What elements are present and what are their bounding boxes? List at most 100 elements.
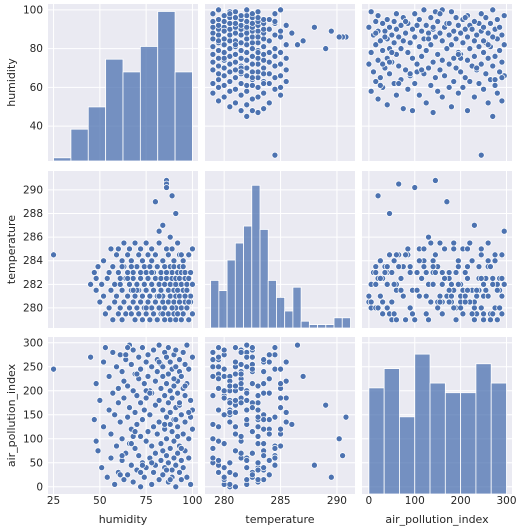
point-hum-temp-159: [243, 12, 251, 19]
point-temp-hum-183: [129, 286, 137, 294]
point-temp-hum-164: [185, 251, 193, 259]
point-hum-temp-70: [226, 52, 234, 60]
point-hum-api-17: [454, 89, 462, 97]
point-temp-api-172: [473, 286, 481, 294]
point-api-temp-9: [265, 358, 273, 366]
point-hum-temp-35: [271, 74, 279, 82]
point-hum-temp-110: [335, 33, 343, 41]
point-temp-api-107: [432, 177, 439, 184]
point-temp-hum-75: [146, 263, 154, 270]
point-hum-api-18: [367, 87, 375, 95]
point-hum-temp-57: [226, 60, 234, 68]
point-hum-api-82: [422, 47, 430, 54]
point-hum-api-149: [434, 18, 442, 25]
point-temp-api-0: [477, 251, 485, 259]
point-hum-api-175: [388, 49, 396, 56]
point-hum-api-16: [493, 89, 501, 97]
point-api-temp-82: [254, 423, 262, 431]
point-api-temp-143: [226, 469, 234, 476]
point-temp-hum-115: [165, 251, 172, 259]
point-temp-hum-87: [153, 316, 161, 324]
point-api-temp-115: [271, 344, 279, 351]
point-api-hum-10: [102, 344, 109, 351]
point-api-temp-113: [237, 399, 245, 407]
point-api-hum-15: [107, 430, 115, 438]
y-tick-temp-284: 284: [23, 255, 43, 267]
x-tick-api-100: 100: [405, 495, 425, 507]
point-hum-api-119: [484, 29, 492, 37]
point-hum-api-19: [434, 87, 442, 95]
point-hum-temp-146: [232, 20, 239, 27]
point-hum-api-36: [376, 74, 384, 82]
point-hum-temp-68: [237, 54, 245, 62]
point-api-hum-141: [174, 423, 181, 431]
point-temp-hum-189: [181, 292, 189, 300]
point-api-temp-79: [265, 389, 273, 397]
point-api-temp-136: [220, 346, 228, 354]
point-temp-api-79: [454, 257, 462, 265]
point-temp-hum-67: [142, 239, 150, 247]
point-hum-temp-169: [277, 6, 284, 14]
point-hum-temp-152: [265, 16, 273, 23]
point-api-hum-28: [118, 368, 126, 375]
point-hum-api-101: [399, 37, 407, 45]
point-temp-api-109: [489, 275, 497, 282]
point-hum-api-176: [484, 41, 492, 49]
point-temp-api-84: [397, 275, 405, 282]
x-axis-label-temp: temperature: [245, 513, 314, 526]
point-hum-api-99: [376, 37, 384, 45]
point-temp-hum-15: [107, 245, 115, 253]
point-temp-api-42: [482, 286, 490, 294]
point-hum-api-143: [379, 20, 386, 27]
point-temp-api-162: [411, 316, 419, 324]
point-hum-api-130: [461, 25, 469, 33]
point-hum-api-95: [459, 39, 467, 47]
point-temp-api-171: [406, 263, 414, 270]
point-hum-api-164: [393, 10, 400, 18]
point-temp-hum-6: [96, 298, 104, 306]
point-temp-api-165: [448, 292, 455, 300]
point-temp-api-93: [500, 227, 508, 235]
point-api-temp-99: [265, 471, 273, 479]
point-hum-temp-190: [226, 10, 234, 18]
point-temp-hum-74: [146, 292, 154, 300]
point-temp-hum-4: [92, 275, 100, 282]
point-api-hum-171: [127, 440, 135, 447]
point-temp-api-66: [409, 310, 416, 318]
point-temp-hum-158: [181, 269, 189, 276]
point-api-hum-101: [159, 447, 167, 455]
point-api-hum-4: [92, 380, 100, 387]
point-hum-temp-32: [226, 78, 234, 85]
point-temp-api-108: [395, 180, 403, 188]
point-api-temp-78: [277, 442, 284, 450]
point-hum-api-84: [397, 45, 405, 52]
point-api-hum-142: [176, 356, 183, 363]
point-hum-temp-179: [265, 25, 273, 33]
point-api-temp-124: [277, 394, 284, 402]
point-temp-api-86: [386, 251, 393, 259]
y-tick-api-250: 250: [23, 361, 43, 373]
point-hum-temp-58: [277, 60, 284, 68]
point-hum-temp-56: [254, 60, 262, 68]
point-hum-api-195: [454, 51, 462, 58]
point-hum-temp-95: [237, 39, 245, 47]
point-temp-api-126: [468, 310, 476, 318]
point-hum-temp-74: [232, 51, 239, 58]
point-temp-hum-23: [115, 310, 122, 318]
point-hum-api-7: [383, 101, 391, 109]
point-api-hum-168: [189, 353, 196, 361]
point-api-temp-191: [249, 471, 256, 479]
point-hum-api-139: [397, 21, 405, 29]
point-temp-hum-92: [155, 239, 163, 247]
point-api-hum-114: [165, 459, 172, 467]
point-api-temp-123: [249, 428, 256, 435]
point-hum-api-42: [482, 70, 490, 78]
hist-bar-api-6: [460, 392, 477, 495]
point-api-hum-113: [165, 399, 172, 407]
point-temp-hum-48: [131, 239, 139, 247]
point-api-hum-189: [181, 382, 189, 390]
hist-bar-temp-9: [284, 310, 294, 329]
point-temp-api-17: [454, 263, 462, 270]
point-temp-api-185: [381, 269, 389, 276]
point-temp-hum-177: [161, 316, 169, 324]
